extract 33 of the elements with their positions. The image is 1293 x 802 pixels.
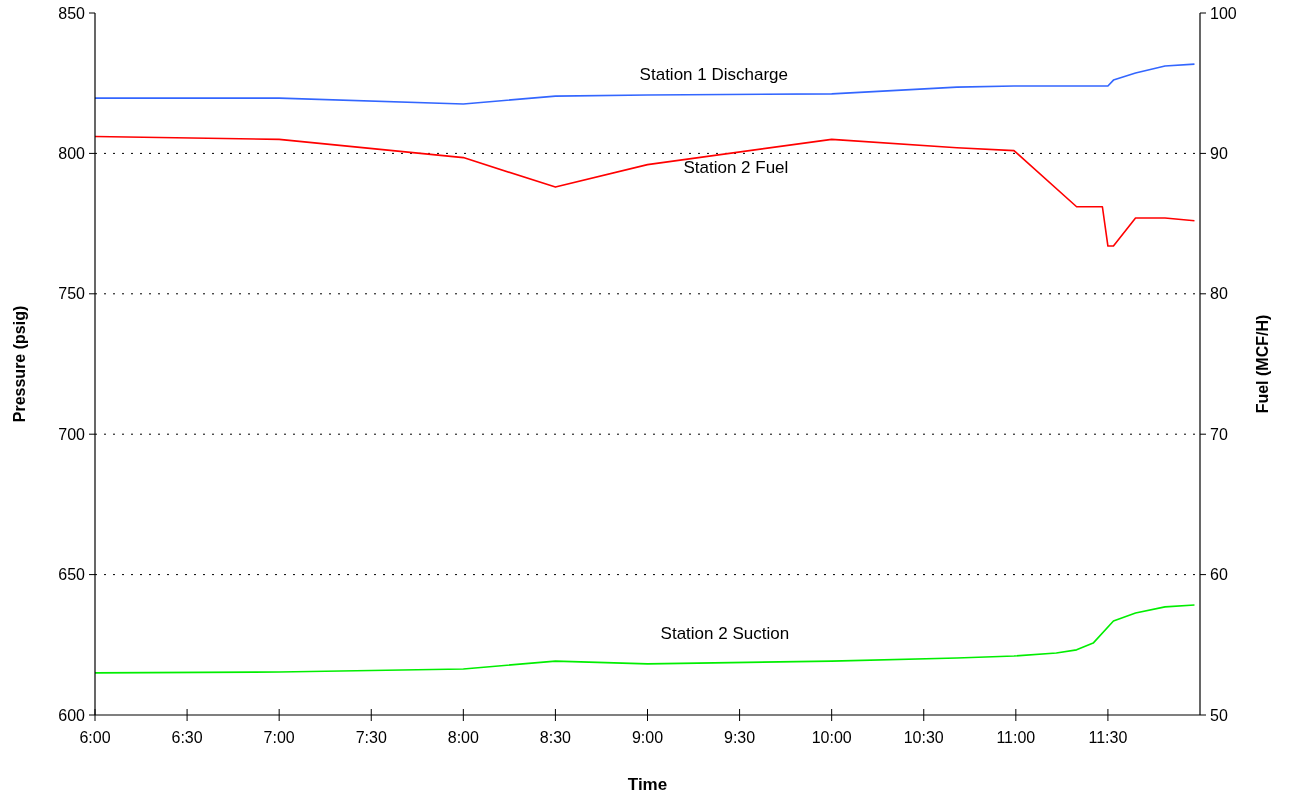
- y2-tick-label: 70: [1210, 425, 1228, 443]
- x-tick-label: 7:30: [355, 729, 387, 746]
- y2-axis-title: Fuel (MCF/H): [1254, 314, 1271, 414]
- line-series: [94, 604, 1196, 674]
- x-tick-label: 11:30: [1088, 729, 1128, 746]
- y2-tick-label: 80: [1210, 285, 1228, 303]
- y-tick-label: 700: [58, 425, 86, 443]
- x-tick-label: 6:00: [79, 729, 111, 746]
- line-series: [94, 63, 1196, 105]
- series-label: Station 1 Discharge: [639, 64, 788, 84]
- x-tick-label: 9:00: [631, 729, 664, 746]
- x-tick-label: 6:30: [171, 729, 203, 746]
- y2-tick-label: 60: [1210, 566, 1228, 584]
- x-axis-title: Time: [627, 775, 668, 794]
- series-label: Station 2 Fuel: [683, 158, 789, 178]
- y2-tick-label: 50: [1210, 706, 1228, 724]
- y2-tick-label: 90: [1210, 145, 1228, 162]
- x-tick-label: 11:00: [996, 729, 1036, 746]
- x-tick-label: 10:30: [903, 729, 944, 746]
- x-tick-label: 9:30: [724, 729, 756, 746]
- x-tick-label: 8:00: [447, 729, 480, 746]
- y-tick-label: 850: [58, 4, 86, 22]
- y-tick-label: 650: [58, 566, 86, 584]
- series-label: Station 2 Suction: [660, 624, 790, 644]
- y-axis-title: Pressure (psig): [11, 305, 28, 423]
- x-tick-label: 7:00: [263, 729, 295, 746]
- y-tick-label: 800: [58, 145, 86, 162]
- y-tick-label: 750: [58, 285, 86, 303]
- line-series: [94, 135, 1196, 247]
- x-tick-label: 10:00: [811, 729, 852, 746]
- y-tick-label: 600: [58, 706, 86, 724]
- x-tick-label: 8:30: [539, 729, 572, 746]
- y2-tick-label: 100: [1210, 4, 1237, 22]
